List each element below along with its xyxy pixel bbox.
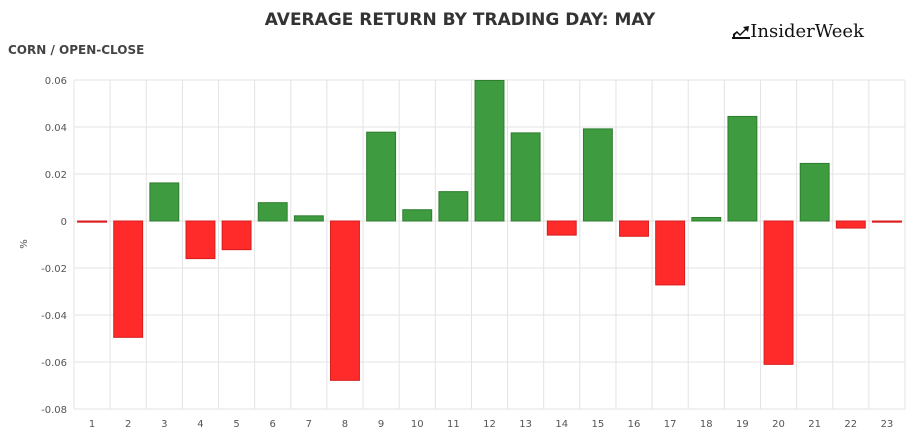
y-tick-label: -0.08 bbox=[41, 405, 67, 416]
bar-day-2 bbox=[113, 220, 144, 338]
bar-day-19 bbox=[727, 115, 758, 222]
x-tick-label: 15 bbox=[592, 419, 605, 430]
x-tick-label: 14 bbox=[555, 419, 568, 430]
x-tick-label: 21 bbox=[808, 419, 821, 430]
y-tick-label: 0.04 bbox=[45, 123, 67, 134]
bar-day-11 bbox=[438, 191, 469, 222]
x-tick-label: 1 bbox=[89, 419, 95, 430]
y-tick-label: 0 bbox=[61, 217, 67, 228]
x-tick-label: 22 bbox=[844, 419, 857, 430]
x-tick-label: 6 bbox=[270, 419, 276, 430]
bar-day-21 bbox=[799, 162, 830, 222]
y-tick-label: 0.02 bbox=[45, 170, 67, 181]
x-tick-label: 19 bbox=[736, 419, 749, 430]
bar-day-9 bbox=[366, 131, 397, 222]
bar-day-8 bbox=[330, 220, 360, 381]
bars bbox=[77, 79, 902, 381]
bar-day-3 bbox=[149, 182, 180, 222]
bar-day-7 bbox=[293, 215, 324, 222]
x-tick-label: 9 bbox=[378, 419, 384, 430]
bar-day-5 bbox=[221, 220, 252, 251]
chart-subtitle: CORN / OPEN-CLOSE bbox=[8, 43, 145, 57]
x-tick-label: 2 bbox=[125, 419, 131, 430]
x-tick-label: 5 bbox=[233, 419, 239, 430]
x-tick-label: 16 bbox=[628, 419, 641, 430]
chart-trend-icon bbox=[732, 25, 751, 39]
y-axis-label: % bbox=[19, 239, 30, 249]
y-tick-label: -0.04 bbox=[41, 311, 67, 322]
bar-day-22 bbox=[835, 220, 866, 229]
y-axis: 0.06 0.04 0.02 0 -0.02 -0.04 -0.06 -0.08 bbox=[41, 76, 67, 416]
x-tick-label: 11 bbox=[447, 419, 460, 430]
bar-day-10 bbox=[402, 209, 433, 222]
chart-title: AVERAGE RETURN BY TRADING DAY: MAY bbox=[264, 10, 656, 30]
x-tick-label: 4 bbox=[197, 419, 203, 430]
bar-day-12 bbox=[474, 79, 505, 222]
x-tick-label: 12 bbox=[483, 419, 496, 430]
bar-day-4 bbox=[185, 220, 216, 260]
x-tick-label: 18 bbox=[700, 419, 713, 430]
x-tick-label: 10 bbox=[411, 419, 424, 430]
brand-logo: InsiderWeek bbox=[732, 21, 864, 42]
bar-day-15 bbox=[582, 128, 613, 222]
bar-day-23 bbox=[871, 220, 902, 223]
x-axis: 1 2 3 4 5 6 7 8 9 10 11 12 13 14 15 16 17 18 19 20 21 22 23 bbox=[89, 419, 893, 430]
y-tick-label: -0.02 bbox=[41, 264, 67, 275]
bar-day-17 bbox=[655, 220, 686, 286]
x-tick-label: 20 bbox=[772, 419, 785, 430]
y-tick-label: 0.06 bbox=[45, 76, 67, 87]
x-tick-label: 23 bbox=[881, 419, 894, 430]
bar-day-1 bbox=[77, 220, 108, 223]
x-tick-label: 7 bbox=[306, 419, 312, 430]
bar-day-18 bbox=[691, 216, 722, 222]
x-tick-label: 3 bbox=[161, 419, 167, 430]
x-tick-label: 8 bbox=[342, 419, 348, 430]
x-tick-label: 17 bbox=[664, 419, 677, 430]
bar-day-13 bbox=[510, 132, 541, 222]
y-tick-label: -0.06 bbox=[41, 358, 67, 369]
brand-name: InsiderWeek bbox=[750, 21, 864, 42]
bar-day-6 bbox=[257, 202, 288, 222]
bar-day-14 bbox=[546, 220, 577, 236]
x-tick-label: 13 bbox=[519, 419, 532, 430]
bar-day-20 bbox=[763, 220, 794, 365]
bar-day-16 bbox=[619, 220, 649, 237]
